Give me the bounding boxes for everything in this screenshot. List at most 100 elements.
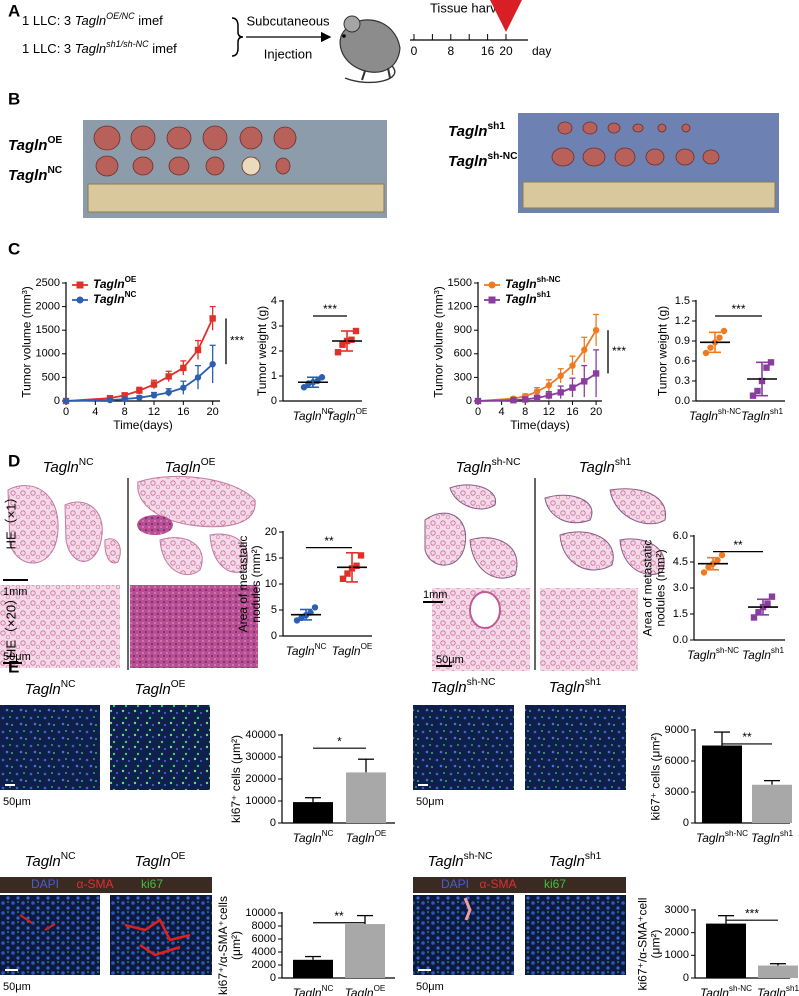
label-sup: sh-NC bbox=[718, 407, 741, 416]
significance: ** bbox=[324, 534, 334, 548]
x-axis-title: Time(days) bbox=[113, 418, 173, 432]
label-base: Tagln bbox=[751, 831, 780, 845]
label: TaglnNC bbox=[93, 290, 136, 306]
marker bbox=[754, 387, 761, 395]
label: TaglnOE bbox=[332, 642, 373, 658]
significance: ** bbox=[733, 538, 743, 552]
timeline-label: 20 bbox=[499, 44, 513, 58]
label-sup: sh-NC bbox=[716, 646, 739, 655]
row-label: HE（×20） bbox=[3, 592, 18, 658]
y-tick-label: 0.0 bbox=[673, 634, 688, 646]
marker bbox=[357, 552, 365, 559]
y-axis-title: Area of metastatic bbox=[236, 536, 250, 633]
label-base: Tagln bbox=[346, 831, 375, 845]
label-prefix: 1 LLC: 3 bbox=[22, 41, 75, 56]
x-tick-label: 4 bbox=[499, 406, 505, 418]
label-base: Tagln bbox=[448, 153, 487, 170]
row-label: HE（×1） bbox=[3, 491, 18, 550]
y-tick-label: 300 bbox=[454, 371, 472, 383]
label: TaglnOE bbox=[93, 275, 137, 291]
label-base: Tagln bbox=[345, 986, 374, 996]
label-suffix: imef bbox=[149, 41, 178, 56]
label-sup: sh1 bbox=[770, 407, 784, 416]
group-label: 1 LLC: 3 Taglnsh1/sh-NC imef bbox=[22, 39, 177, 56]
scale-label: 1mm bbox=[3, 586, 27, 598]
marker bbox=[150, 381, 158, 388]
bar bbox=[346, 772, 386, 823]
y-tick-label: 0 bbox=[683, 817, 689, 829]
label: Taglnsh-NC bbox=[687, 646, 739, 662]
label-sup: NC bbox=[322, 984, 334, 993]
marker bbox=[510, 397, 517, 404]
bar bbox=[706, 923, 746, 978]
y-tick-label: 1000 bbox=[665, 949, 689, 961]
scale-label: 50μm bbox=[3, 796, 31, 808]
y-tick-label: 0 bbox=[270, 972, 276, 984]
y-axis-title: (μm²) bbox=[648, 930, 662, 959]
label-base: Tagln bbox=[741, 409, 770, 423]
y-tick-label: 2 bbox=[271, 345, 277, 357]
y-tick-label: 40000 bbox=[245, 729, 276, 741]
x-tick-label: 20 bbox=[207, 406, 219, 418]
y-tick-label: 20000 bbox=[245, 773, 276, 785]
label-base: Tagln bbox=[579, 459, 615, 476]
panel-letter: D bbox=[8, 451, 20, 470]
y-tick-label: 3.0 bbox=[673, 582, 688, 594]
marker bbox=[592, 327, 600, 334]
marker bbox=[569, 384, 576, 391]
y-axis-title: Tumor volume (mm³) bbox=[431, 286, 445, 398]
y-axis-title: ki67⁺ cells (μm²) bbox=[229, 735, 243, 823]
label-suffix: imef bbox=[135, 13, 164, 28]
y-tick-label: 10 bbox=[265, 578, 277, 590]
label-sup: sh-NC bbox=[464, 851, 493, 862]
label-base: Tagln bbox=[549, 853, 585, 870]
y-tick-label: 600 bbox=[454, 348, 472, 360]
marker bbox=[311, 604, 319, 611]
scale-label: 50μm bbox=[416, 981, 444, 993]
bar bbox=[293, 802, 333, 823]
label-base: Tagln bbox=[75, 41, 106, 56]
x-axis-title: Time(days) bbox=[510, 418, 570, 432]
label: Taglnsh1 bbox=[741, 407, 784, 423]
marker bbox=[180, 384, 187, 391]
label-sup: sh-NC bbox=[725, 829, 748, 838]
bar bbox=[293, 959, 333, 978]
label-base: Tagln bbox=[43, 459, 79, 476]
marker bbox=[136, 394, 143, 401]
marker bbox=[707, 344, 714, 351]
label-sup: sh-NC bbox=[487, 151, 518, 162]
marker bbox=[165, 389, 172, 396]
y-tick-label: 1 bbox=[271, 370, 277, 382]
label-sup: sh-NC bbox=[467, 677, 496, 688]
marker bbox=[755, 609, 762, 616]
label-base: Tagln bbox=[455, 459, 491, 476]
marker bbox=[533, 388, 541, 395]
marker bbox=[136, 387, 143, 394]
label: TaglnOE bbox=[165, 457, 216, 476]
label-base: Tagln bbox=[293, 986, 322, 996]
label: Taglnsh-NC bbox=[700, 984, 752, 996]
marker bbox=[209, 315, 216, 322]
label: TaglnNC bbox=[25, 851, 76, 870]
y-tick-label: 1500 bbox=[448, 277, 472, 289]
marker bbox=[474, 397, 482, 405]
label: TaglnOE bbox=[135, 851, 186, 870]
label-base: Tagln bbox=[165, 459, 201, 476]
bar bbox=[752, 784, 792, 823]
y-tick-label: 0 bbox=[54, 395, 60, 407]
marker bbox=[106, 396, 114, 404]
scale-label: 50μm bbox=[416, 796, 444, 808]
y-axis-title: nodules (mm²) bbox=[654, 549, 668, 626]
legend-marker bbox=[488, 296, 496, 304]
mouse bbox=[339, 15, 401, 84]
y-tick-label: 0 bbox=[683, 972, 689, 984]
timeline-label: 16 bbox=[481, 44, 495, 58]
label-sup: NC bbox=[315, 642, 327, 651]
y-tick-label: 0.3 bbox=[675, 375, 690, 387]
group-label: 1 LLC: 3 TaglnOE/NC imef bbox=[22, 11, 163, 28]
label-sup: OE bbox=[171, 679, 186, 690]
marker bbox=[705, 564, 712, 571]
marker bbox=[720, 327, 728, 335]
x-tick-label: 20 bbox=[590, 406, 602, 418]
